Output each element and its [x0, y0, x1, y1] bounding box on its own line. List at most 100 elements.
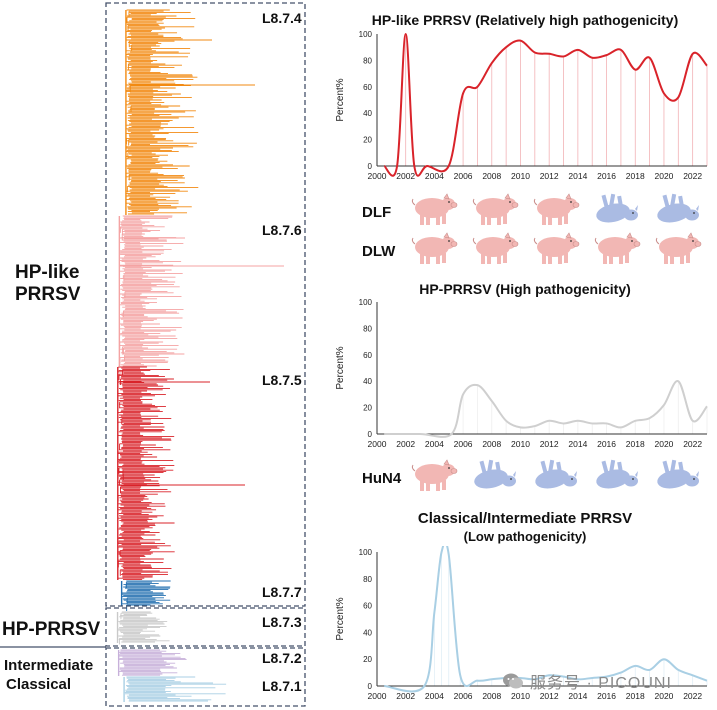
series-line — [383, 32, 708, 177]
x-tick-label: 2018 — [626, 691, 645, 701]
y-tick-label: 80 — [363, 56, 372, 65]
chart3-title: Classical/Intermediate PRRSV — [417, 510, 633, 527]
y-axis-label: Percent% — [335, 78, 346, 121]
x-tick-label: 2012 — [540, 171, 559, 181]
x-tick-label: 2006 — [454, 691, 473, 701]
x-tick-label: 2010 — [511, 171, 530, 181]
y-tick-label: 80 — [363, 324, 372, 333]
x-tick-label: 2014 — [568, 439, 587, 449]
sick-pig-icon — [652, 457, 702, 498]
healthy-pig-icon — [591, 230, 641, 271]
hun4-row-label: HuN4 — [362, 470, 402, 487]
clade-label-l872: L8.7.2 — [262, 650, 302, 666]
clade-label-l873: L8.7.3 — [262, 614, 302, 630]
x-tick-label: 2000 — [368, 439, 387, 449]
x-tick-label: 2010 — [511, 691, 530, 701]
phylogenetic-tree — [0, 2, 306, 707]
chart3-subtitle: (Low pathogenicity) — [463, 529, 587, 544]
hun4-pig-row — [408, 457, 708, 497]
y-tick-label: 100 — [359, 30, 373, 39]
hp-prrsv-dashed-box — [105, 607, 306, 647]
sick-pig-icon — [530, 457, 580, 498]
y-tick-label: 40 — [363, 628, 372, 637]
clade-label-l877: L8.7.7 — [262, 584, 302, 600]
clade-label-l874: L8.7.4 — [262, 10, 302, 26]
hp-prrsv-group-label: HP-PRRSV — [2, 619, 101, 640]
hp-like-dashed-box — [105, 2, 306, 607]
x-tick-label: 2020 — [654, 691, 673, 701]
y-tick-label: 0 — [368, 162, 373, 171]
x-tick-label: 2014 — [568, 171, 587, 181]
x-tick-label: 2016 — [597, 171, 616, 181]
x-tick-label: 2008 — [482, 171, 501, 181]
intermediate-classical-group-label: Intermediate Classical — [4, 657, 94, 693]
series-line — [384, 380, 708, 438]
wechat-icon — [503, 673, 523, 689]
y-tick-label: 20 — [363, 655, 372, 664]
y-tick-label: 60 — [363, 351, 372, 360]
x-tick-label: 2002 — [396, 691, 415, 701]
healthy-pig-icon — [469, 230, 519, 271]
x-tick-label: 2004 — [425, 691, 444, 701]
classical-line-chart: 0 20 40 60 80 100 2000 2002 2004 2006 2008 2010 2012… — [335, 546, 708, 701]
y-tick-label: 0 — [368, 430, 373, 439]
x-tick-label: 2018 — [626, 171, 645, 181]
x-tick-label: 2016 — [597, 439, 616, 449]
healthy-pig-icon — [408, 230, 458, 271]
hp-like-group-label: HP-like PRRSV — [15, 262, 81, 305]
x-tick-label: 2002 — [396, 439, 415, 449]
watermark-text: 服务号 · PICOUNI — [530, 675, 672, 692]
y-tick-label: 100 — [359, 298, 373, 307]
dlw-row-label: DLW — [362, 243, 396, 260]
healthy-pig-icon — [530, 230, 580, 271]
dlf-row-label: DLF — [362, 204, 392, 221]
x-tick-label: 2012 — [540, 439, 559, 449]
healthy-pig-icon — [469, 191, 519, 232]
x-tick-label: 2022 — [683, 691, 702, 701]
y-tick-label: 40 — [363, 377, 372, 386]
y-axis-label: Percent% — [335, 597, 346, 640]
y-tick-label: 0 — [368, 682, 373, 691]
y-tick-label: 20 — [363, 136, 372, 145]
x-tick-label: 2012 — [540, 691, 559, 701]
hp-prrsv-line-chart: 0 20 40 60 80 100 2000 2002 2004 2006 2008 2010 2012… — [335, 298, 708, 449]
chart2-title: HP-PRRSV (High pathogenicity) — [419, 281, 631, 297]
x-tick-label: 2010 — [511, 439, 530, 449]
clade-label-l875: L8.7.5 — [262, 372, 302, 388]
healthy-pig-icon — [408, 191, 458, 232]
sick-pig-icon — [591, 191, 641, 232]
clade-label-l876: L8.7.6 — [262, 222, 302, 238]
y-tick-label: 80 — [363, 575, 372, 584]
x-tick-label: 2016 — [597, 691, 616, 701]
x-tick-label: 2000 — [368, 171, 387, 181]
y-tick-label: 40 — [363, 109, 372, 118]
x-tick-label: 2014 — [568, 691, 587, 701]
healthy-pig-icon — [408, 457, 458, 498]
x-tick-label: 2022 — [683, 439, 702, 449]
x-tick-label: 2004 — [425, 171, 444, 181]
x-tick-label: 2006 — [454, 439, 473, 449]
chart1-title: HP-like PRRSV (Relatively high pathogeni… — [371, 12, 679, 28]
x-tick-label: 2008 — [482, 691, 501, 701]
x-tick-label: 2018 — [626, 439, 645, 449]
classical-dashed-box — [105, 647, 306, 707]
x-tick-label: 2004 — [425, 439, 444, 449]
clade-label-l871: L8.7.1 — [262, 678, 302, 694]
x-tick-label: 2022 — [683, 171, 702, 181]
watermark: 服务号 · PICOUNI — [502, 669, 672, 693]
y-axis-label: Percent% — [335, 346, 346, 389]
healthy-pig-icon — [530, 191, 580, 232]
sick-pig-icon — [469, 457, 519, 498]
y-tick-label: 60 — [363, 602, 372, 611]
x-tick-label: 2006 — [454, 171, 473, 181]
sick-pig-icon — [652, 191, 702, 232]
dlf-pig-row — [408, 191, 708, 231]
x-tick-label: 2020 — [654, 439, 673, 449]
y-tick-label: 100 — [359, 548, 373, 557]
sick-pig-icon — [591, 457, 641, 498]
x-tick-label: 2000 — [368, 691, 387, 701]
series-line — [384, 546, 708, 693]
y-tick-label: 20 — [363, 404, 372, 413]
y-tick-label: 60 — [363, 83, 372, 92]
dlw-pig-row — [408, 230, 708, 270]
